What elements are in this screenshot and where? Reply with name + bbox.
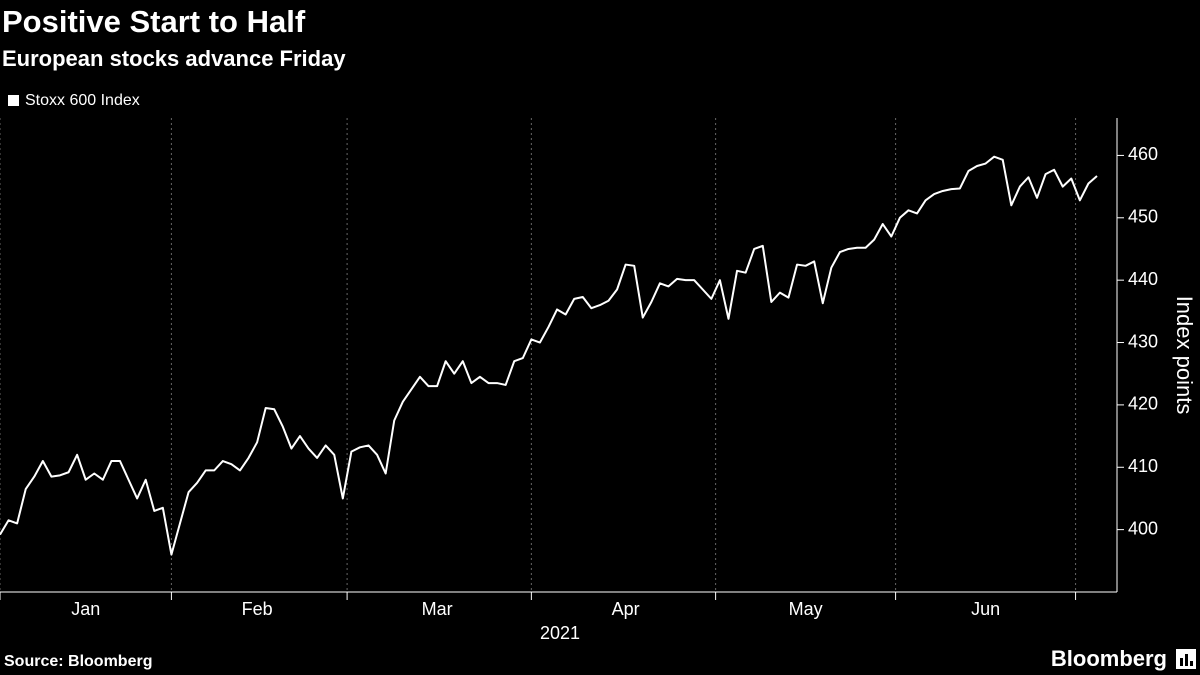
y-tick-label: 420: [1128, 394, 1158, 414]
legend-label: Stoxx 600 Index: [25, 92, 140, 109]
y-tick-label: 460: [1128, 144, 1158, 164]
x-tick-label: Apr: [612, 599, 640, 619]
x-tick-label: May: [789, 599, 823, 619]
y-tick-label: 410: [1128, 456, 1158, 476]
y-tick-label: 450: [1128, 207, 1158, 227]
y-axis-label: Index points: [1172, 296, 1197, 415]
x-tick-label: Jun: [971, 599, 1000, 619]
x-axis-label: 2021: [540, 623, 580, 643]
y-tick-label: 440: [1128, 269, 1158, 289]
brand-icon: [1176, 649, 1196, 669]
x-tick-label: Feb: [242, 599, 273, 619]
y-tick-label: 400: [1128, 518, 1158, 538]
line-series: [0, 155, 1098, 556]
y-tick-label: 430: [1128, 331, 1158, 351]
chart-subtitle: European stocks advance Friday: [2, 46, 346, 71]
legend-swatch: [8, 95, 19, 106]
source: Source: Bloomberg: [4, 653, 152, 670]
brand: Bloomberg: [1051, 646, 1167, 671]
chart-title: Positive Start to Half: [2, 4, 306, 39]
x-tick-label: Jan: [71, 599, 100, 619]
x-tick-label: Mar: [422, 599, 453, 619]
